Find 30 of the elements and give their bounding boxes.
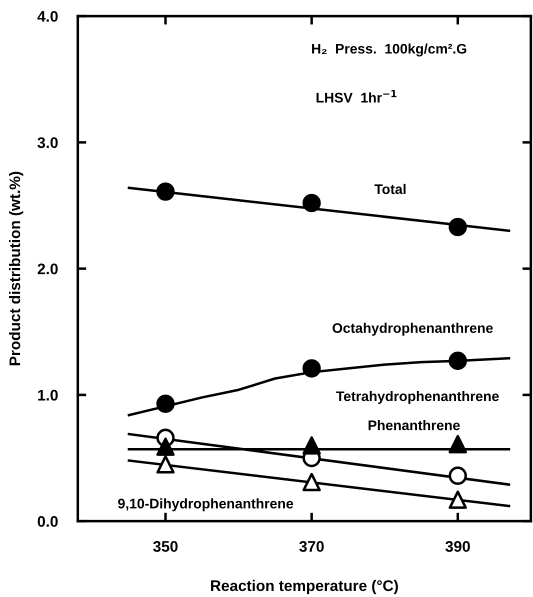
y-tick-label: 4.0: [37, 10, 58, 22]
point: [448, 490, 467, 509]
point: [448, 352, 467, 370]
point: [156, 182, 175, 201]
annotation: H₂ Press. 100kg/cm².G: [312, 43, 466, 56]
x-axis-title: Reaction temperature (°C): [211, 580, 398, 594]
y-tick-label: 1.0: [38, 390, 58, 401]
x-tick-label: 350: [153, 541, 178, 552]
point: [448, 218, 467, 236]
annotation: LHSV 1hr$^{−1}$: [316, 90, 396, 103]
annotation: Total: [374, 184, 406, 194]
y-tick-label: 2.0: [38, 264, 58, 274]
x-tick-label: 390: [445, 541, 470, 552]
annotation: Tetrahydrophenanthrene: [336, 390, 499, 404]
annotation: 9,10-Dihydrophenanthrene: [118, 498, 294, 512]
x-tick-label: 370: [299, 541, 324, 552]
point: [302, 472, 321, 492]
y-axis-title: Product distribution (wt.%): [9, 172, 24, 366]
point: [156, 438, 175, 456]
y-tick-label: 3.0: [37, 137, 58, 148]
point: [156, 394, 175, 413]
annotation: Phenanthrene: [368, 420, 460, 430]
point: [302, 436, 321, 455]
point: [448, 466, 467, 485]
annotation: Octahydrophenanthrene: [332, 322, 493, 336]
point: [448, 434, 467, 454]
point: [156, 455, 175, 474]
point: [302, 359, 321, 378]
point: [302, 194, 321, 212]
y-tick-label: 0.0: [38, 516, 58, 527]
